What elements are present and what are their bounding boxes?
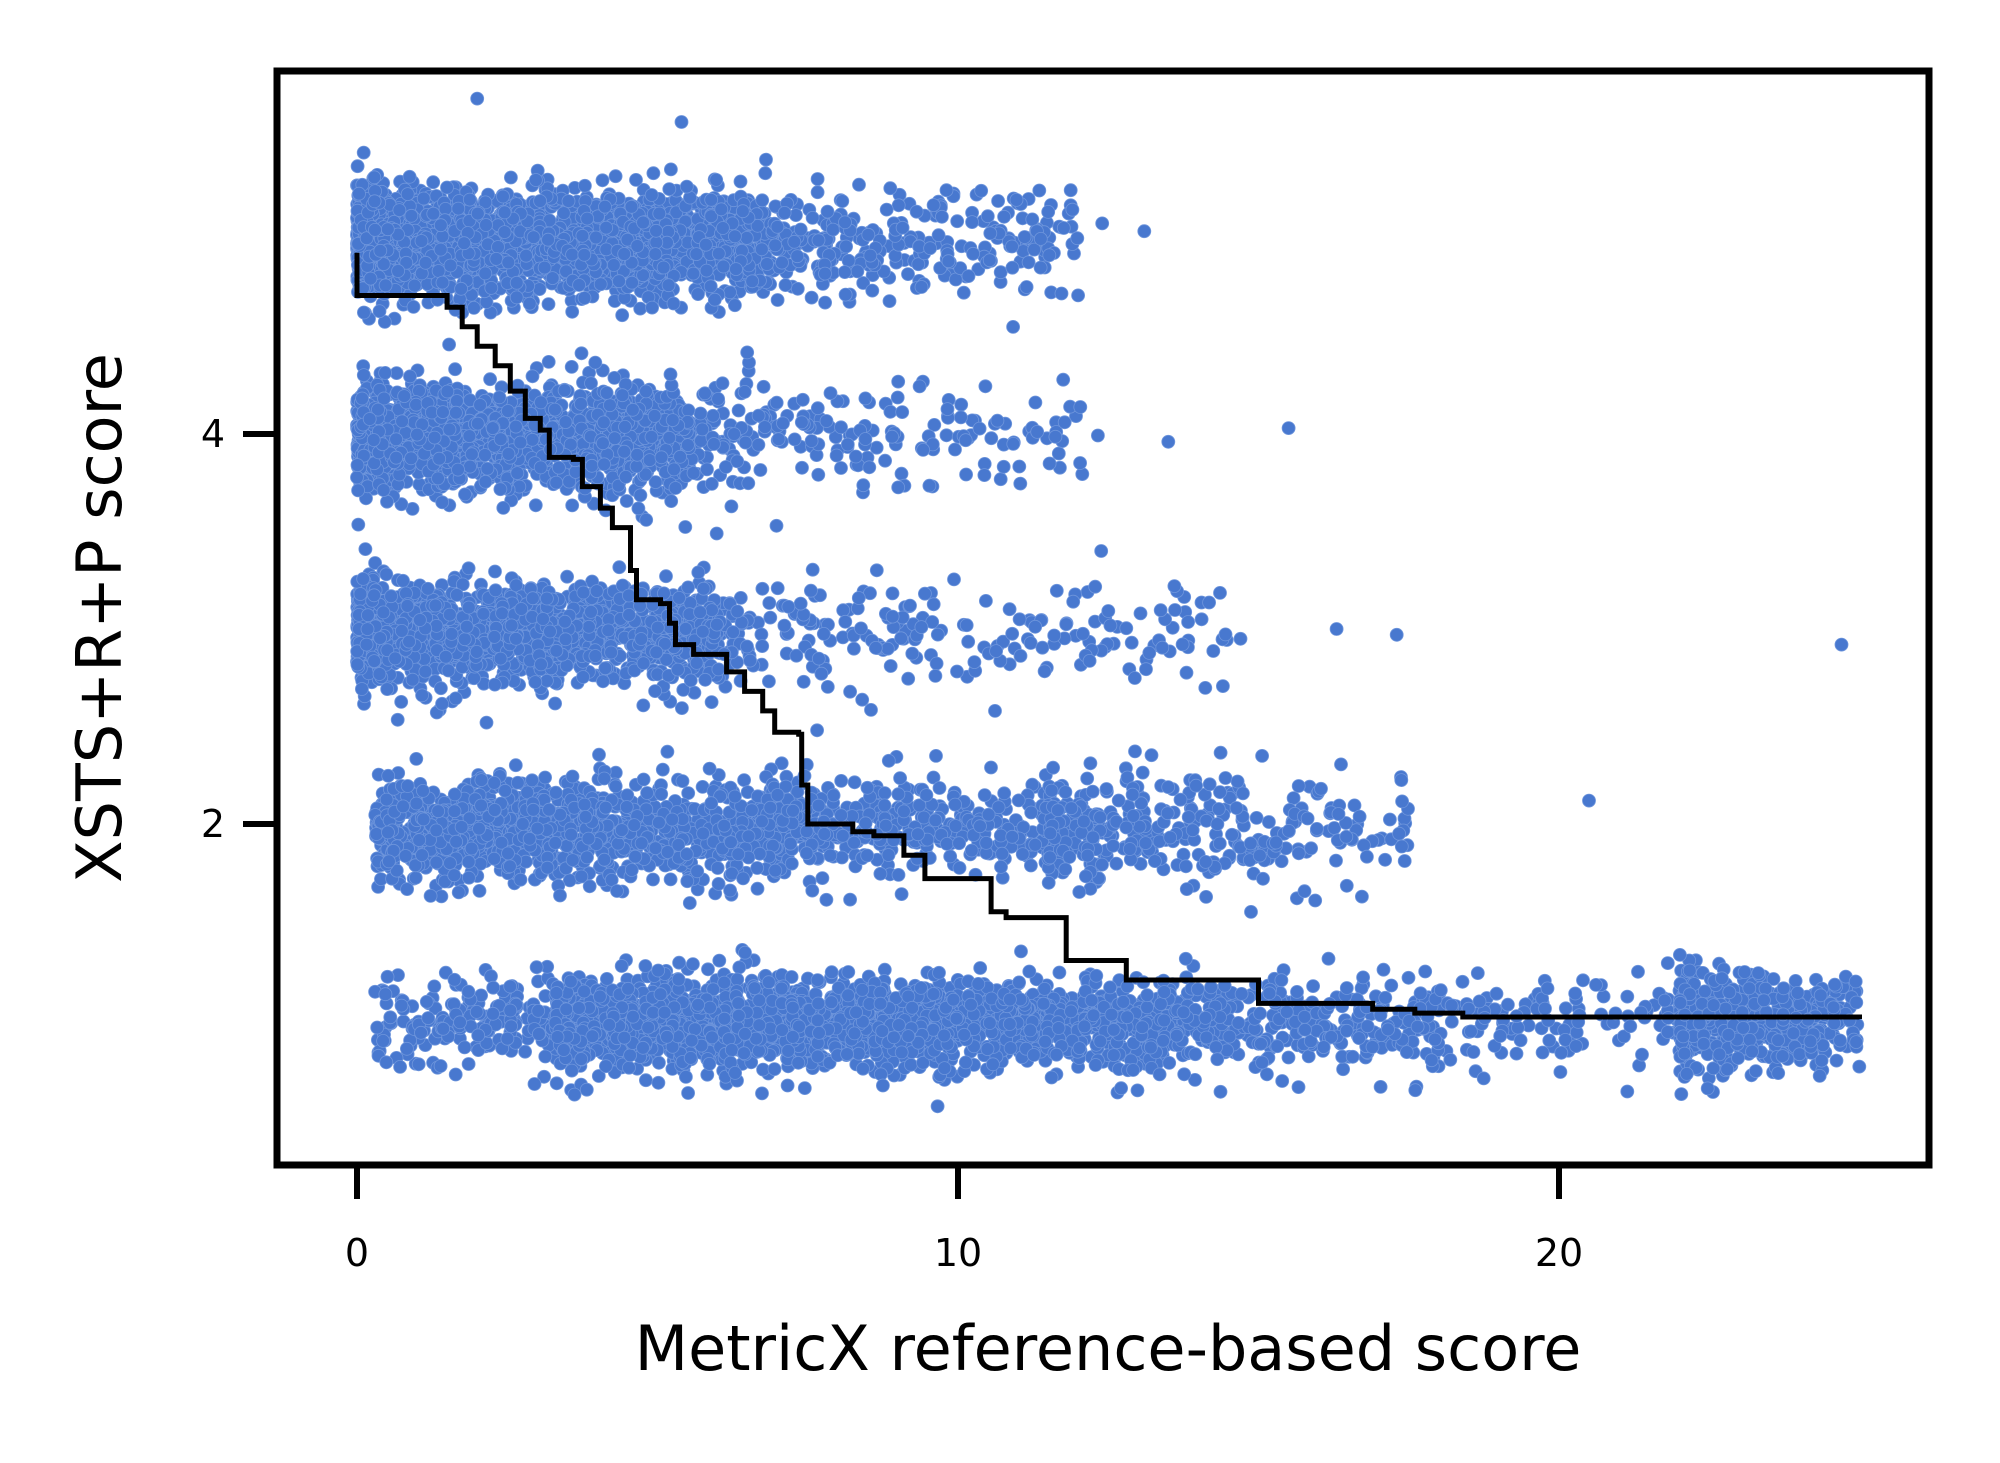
x-tick-label-0: 0 (345, 1234, 369, 1272)
y-tick-label-4: 4 (201, 415, 225, 453)
x-tick-label-20: 20 (1535, 1234, 1583, 1272)
y-axis-label: XSTS+R+P score (69, 353, 131, 883)
x-tick-label-10: 10 (934, 1234, 982, 1272)
x-axis-label: MetricX reference-based score (635, 1318, 1582, 1380)
y-tick-label-2: 2 (201, 805, 225, 843)
